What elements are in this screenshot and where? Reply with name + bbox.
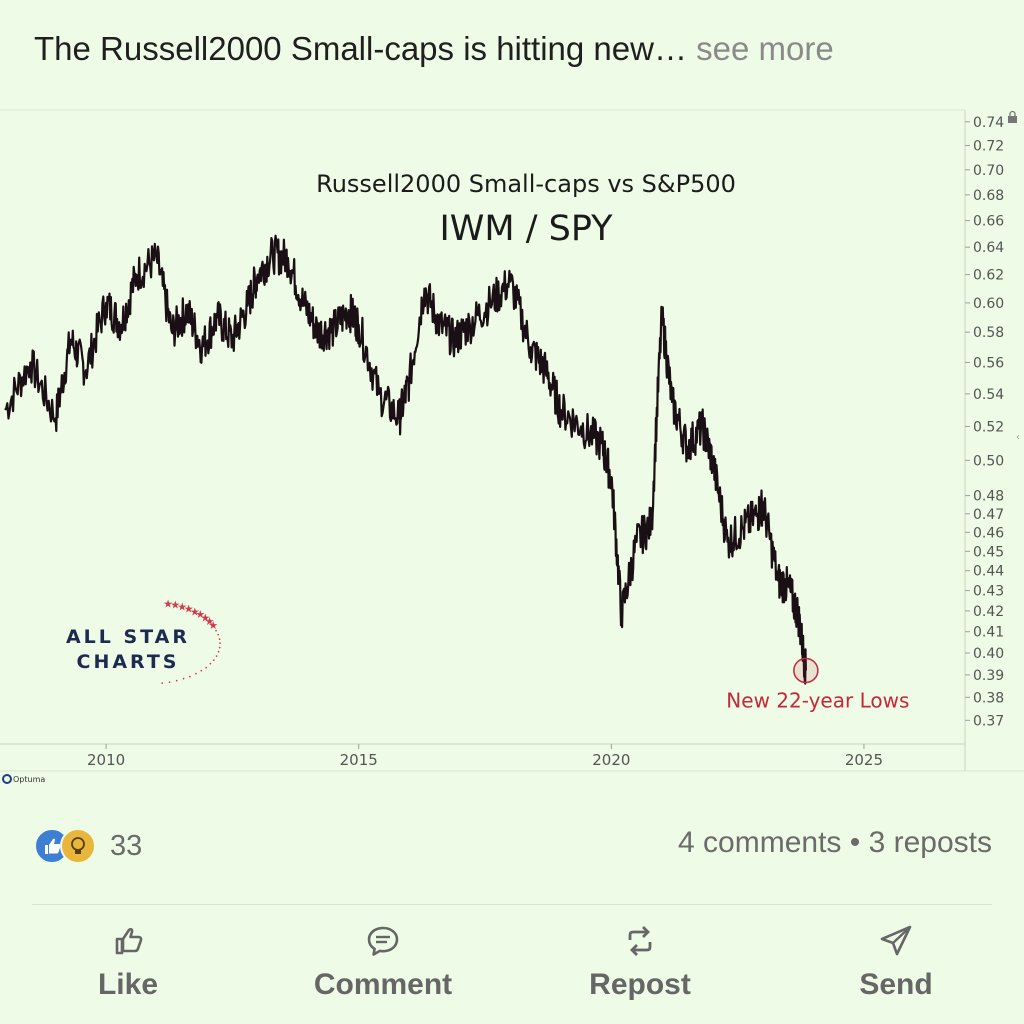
logo-star-icon: •	[168, 680, 170, 686]
see-more-link[interactable]: see more	[686, 30, 834, 67]
repost-button[interactable]: Repost	[540, 918, 740, 1018]
logo-star-icon: •	[216, 654, 218, 660]
chart-image[interactable]: Russell2000 Small-caps vs S&P500 IWM / S…	[0, 108, 1024, 798]
post-body: The Russell2000 Small-caps is hitting ne…	[34, 30, 654, 67]
logo-star-icon: •	[161, 681, 163, 687]
comment-button[interactable]: Comment	[283, 918, 483, 1018]
y-tick-label: 0.74	[973, 115, 1004, 131]
logo-star-icon: •	[195, 672, 197, 678]
logo-star-icon: •	[213, 658, 215, 664]
y-tick-label: 0.38	[973, 690, 1004, 706]
divider	[32, 904, 992, 905]
post-ellipsis: …	[653, 30, 687, 67]
annotation-circle	[793, 657, 819, 684]
send-icon	[880, 925, 912, 956]
send-button[interactable]: Send	[796, 918, 996, 1018]
chart-background	[0, 108, 1024, 798]
reposts-count-link[interactable]: 3 reposts	[868, 826, 992, 859]
post-text[interactable]: The Russell2000 Small-caps is hitting ne…	[34, 30, 994, 68]
y-tick-label: 0.52	[973, 419, 1004, 435]
y-tick-label: 0.62	[973, 268, 1004, 284]
collapse-chevron-icon: ‹	[1016, 432, 1020, 443]
y-tick-label: 0.54	[973, 387, 1004, 403]
logo-star-icon: •	[217, 633, 219, 639]
y-tick-label: 0.50	[973, 453, 1004, 469]
y-tick-label: 0.68	[973, 188, 1004, 204]
reaction-count: 33	[110, 829, 143, 862]
idea-reaction-icon	[60, 828, 96, 864]
y-tick-label: 0.56	[973, 355, 1004, 371]
x-tick-label: 2010	[87, 751, 125, 769]
x-axis-ticks: 2010 2015 2020 2025	[87, 744, 883, 769]
logo-star-icon: •	[217, 650, 219, 656]
action-bar: Like Comment Repost Send	[0, 918, 1024, 1018]
logo-star-icon: ★	[190, 606, 200, 618]
y-tick-label: 0.47	[973, 507, 1004, 523]
logo-star-icon: •	[219, 646, 221, 652]
logo-star-icon: •	[218, 637, 220, 643]
y-tick-label: 0.60	[973, 296, 1004, 312]
y-tick-label: 0.64	[973, 240, 1004, 256]
like-label: Like	[97, 968, 159, 1001]
logo-star-icon: ★	[195, 609, 205, 621]
y-tick-label: 0.41	[973, 625, 1004, 641]
logo-star-icon: ★	[170, 600, 180, 612]
logo-star-icon: ★	[163, 598, 173, 610]
series-line	[4, 234, 807, 685]
like-button[interactable]: Like	[28, 918, 228, 1018]
optuma-label: Optuma	[13, 775, 45, 784]
y-tick-label: 0.48	[973, 489, 1004, 505]
y-tick-label: 0.37	[973, 713, 1004, 729]
chart-svg: Russell2000 Small-caps vs S&P500 IWM / S…	[0, 108, 1024, 798]
logo-star-icon: ★	[205, 616, 215, 628]
logo-star-icon: ★	[208, 620, 218, 632]
logo-star-arc: ★★★★★★★★★•••••••••••••••••	[161, 598, 221, 687]
x-tick-label: 2025	[845, 751, 883, 769]
logo-star-icon: •	[209, 662, 211, 668]
chart-subtitle: IWM / SPY	[439, 209, 613, 249]
comments-count-link[interactable]: 4 comments	[678, 826, 842, 859]
logo-star-icon: •	[219, 642, 221, 648]
y-tick-label: 0.70	[973, 163, 1004, 179]
chart-title: Russell2000 Small-caps vs S&P500	[316, 170, 736, 198]
y-tick-label: 0.45	[973, 544, 1004, 560]
optuma-logo: Optuma	[2, 774, 45, 784]
y-tick-label: 0.40	[973, 646, 1004, 662]
logo-star-icon: •	[200, 669, 202, 675]
separator-dot: •	[841, 826, 869, 859]
logo-line1: ALL STAR	[66, 626, 190, 648]
y-tick-label: 0.58	[973, 325, 1004, 341]
comment-label: Comment	[313, 968, 453, 1001]
x-tick-label: 2020	[592, 751, 630, 769]
y-tick-label: 0.39	[973, 668, 1004, 684]
all-star-charts-logo: ALL STAR CHARTS ★★★★★★★★★•••••••••••••••…	[66, 598, 221, 687]
annotation-label: New 22-year Lows	[726, 688, 909, 712]
y-tick-label: 0.72	[973, 138, 1004, 154]
logo-star-icon: ★	[177, 601, 187, 613]
repost-icon	[628, 926, 652, 956]
x-tick-label: 2015	[340, 751, 378, 769]
comment-icon	[367, 926, 399, 956]
logo-star-icon: •	[189, 675, 191, 681]
y-tick-label: 0.66	[973, 214, 1004, 230]
logo-star-icon: •	[205, 666, 207, 672]
logo-star-icon: ★	[184, 604, 194, 616]
logo-star-icon: •	[176, 679, 178, 685]
logo-star-icon: ★	[200, 612, 210, 624]
logo-line2: CHARTS	[77, 651, 180, 673]
lock-icon	[1008, 110, 1017, 123]
thumbs-up-icon	[115, 927, 143, 955]
logo-star-icon: •	[215, 629, 217, 635]
y-axis-ticks: 0.74 0.72 0.70 0.68 0.66 0.64 0.62 0.60 0.58 0.56…	[965, 115, 1004, 729]
y-tick-label: 0.44	[973, 564, 1004, 580]
logo-star-icon: •	[182, 677, 184, 683]
y-tick-label: 0.46	[973, 525, 1004, 541]
send-label: Send	[859, 968, 933, 1001]
y-tick-label: 0.42	[973, 604, 1004, 620]
social-counts: 4 comments • 3 reposts	[678, 826, 992, 860]
y-tick-label: 0.43	[973, 584, 1004, 600]
repost-label: Repost	[589, 968, 691, 1001]
reactions-summary[interactable]: 33	[34, 824, 142, 868]
